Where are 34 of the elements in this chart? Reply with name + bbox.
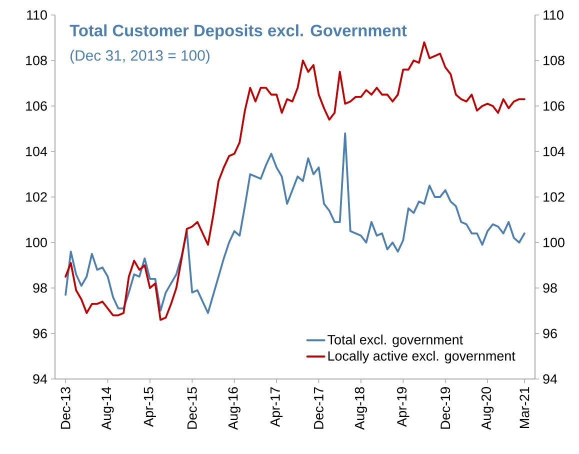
x-tick-label: Apr-19 (397, 387, 410, 427)
x-tick-label: Dec-19 (440, 387, 450, 429)
y2-tick-label: 106 (544, 101, 564, 111)
x-tick-label: Aug-20 (481, 387, 494, 430)
y2-tick-label: 102 (544, 192, 564, 202)
y-tick-label: 96 (33, 328, 47, 338)
y-tick-label: 100 (26, 238, 47, 248)
y-tick-label: 108 (26, 56, 47, 66)
y-tick-label: 94 (33, 374, 48, 384)
y-tick-label: 104 (26, 146, 48, 156)
x-tick-label: Mar-21 (520, 387, 530, 428)
y2-tick-label: 96 (543, 328, 557, 338)
y-tick-label: 106 (26, 101, 47, 111)
legend-label: Locally active excl. government (328, 350, 516, 364)
y2-tick-label: 100 (544, 238, 564, 248)
x-tick-label: Aug-16 (228, 387, 240, 430)
legend-label: Total excl. government (328, 334, 463, 348)
y2-tick-label: 94 (543, 374, 558, 384)
y-tick-label: 110 (27, 10, 47, 20)
text: (Dec 31, 2013 = 100) (70, 50, 210, 64)
x-tick-label: Dec-13 (60, 387, 70, 429)
x-tick-label: Aug-18 (354, 387, 368, 430)
y2-tick-label: 110 (544, 10, 564, 20)
x-tick-label: Dec-17 (314, 387, 324, 429)
text: Total Customer Deposits excl. Government (70, 24, 407, 40)
y2-tick-label: 98 (543, 283, 557, 293)
x-tick-label: Dec-15 (187, 387, 197, 429)
x-tick-label: Aug-14 (102, 386, 114, 430)
y2-tick-label: 108 (544, 56, 564, 66)
y-tick-label: 102 (26, 192, 47, 202)
y-tick-label: 98 (33, 283, 47, 293)
x-tick-label: Apr-15 (144, 387, 156, 427)
x-tick-label: Apr-17 (270, 387, 283, 427)
y2-tick-label: 104 (544, 146, 565, 156)
